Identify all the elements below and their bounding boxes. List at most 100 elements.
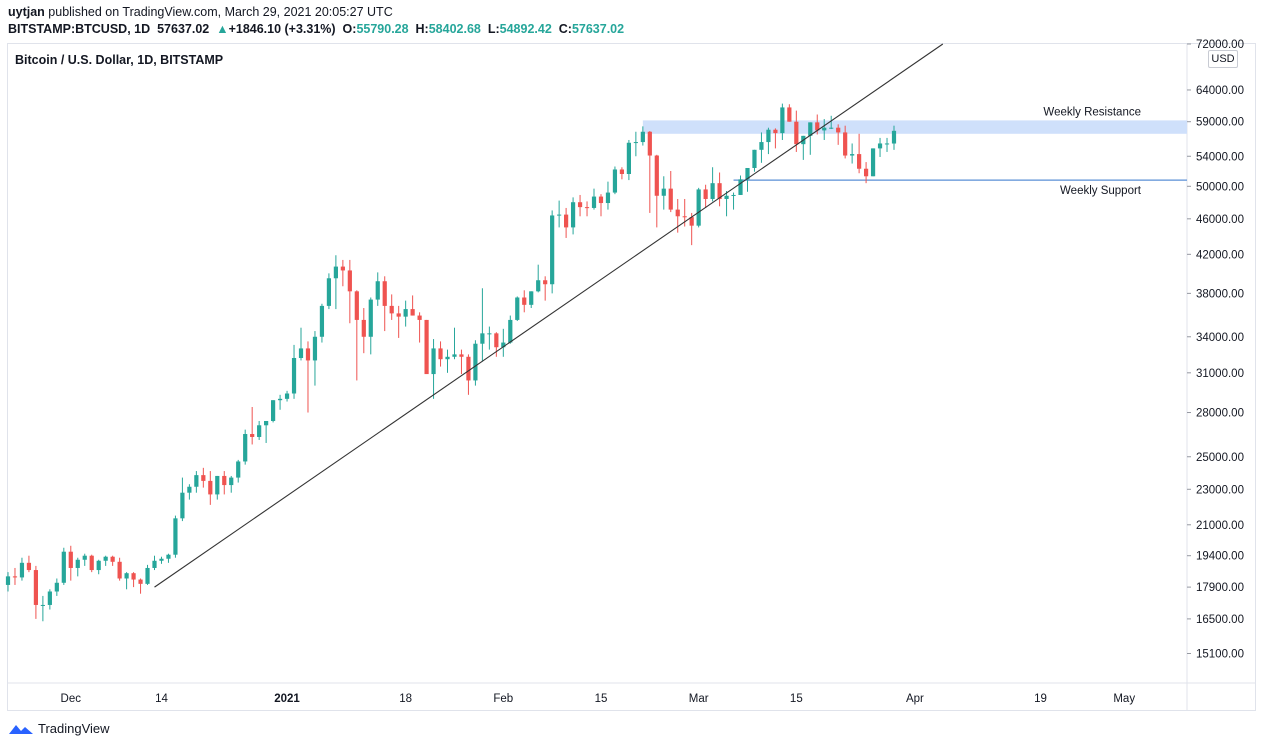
candle-body[interactable]	[752, 149, 757, 168]
candle-body[interactable]	[452, 354, 457, 357]
candle-body[interactable]	[326, 278, 332, 306]
candle-body[interactable]	[103, 556, 108, 561]
candle-body[interactable]	[131, 573, 136, 580]
candle-body[interactable]	[222, 475, 227, 486]
candle-body[interactable]	[145, 567, 150, 584]
candle-body[interactable]	[557, 214, 562, 216]
candle-body[interactable]	[759, 142, 764, 150]
candle-body[interactable]	[194, 475, 199, 487]
resistance-zone[interactable]	[642, 120, 1187, 134]
candle-body[interactable]	[361, 319, 366, 337]
candle-body[interactable]	[75, 559, 80, 568]
candle-body[interactable]	[319, 305, 325, 337]
candle-body[interactable]	[305, 348, 311, 361]
candle-body[interactable]	[738, 179, 743, 195]
candle-body[interactable]	[354, 291, 359, 320]
candle-body[interactable]	[668, 188, 673, 210]
candle-body[interactable]	[368, 299, 373, 337]
candle-body[interactable]	[138, 579, 143, 584]
candle-body[interactable]	[787, 107, 792, 122]
candle-body[interactable]	[633, 142, 638, 144]
candle-body[interactable]	[836, 127, 841, 133]
candle-body[interactable]	[410, 309, 415, 316]
candle-body[interactable]	[466, 356, 471, 381]
candle-body[interactable]	[696, 189, 701, 226]
footer-brand[interactable]: TradingView	[8, 721, 110, 736]
candle-body[interactable]	[117, 561, 122, 579]
candle-body[interactable]	[33, 570, 39, 605]
candle-body[interactable]	[243, 434, 248, 462]
candle-body[interactable]	[577, 202, 583, 208]
candle-body[interactable]	[815, 122, 820, 131]
candle-body[interactable]	[584, 207, 590, 209]
candle-body[interactable]	[173, 518, 178, 555]
candle-body[interactable]	[5, 576, 11, 585]
candle-body[interactable]	[570, 202, 576, 228]
candle-body[interactable]	[870, 148, 876, 177]
candle-body[interactable]	[850, 154, 855, 156]
candle-body[interactable]	[284, 393, 290, 399]
candle-body[interactable]	[724, 195, 729, 199]
candle-body[interactable]	[166, 554, 171, 559]
candle-body[interactable]	[626, 142, 631, 174]
candle-body[interactable]	[82, 555, 87, 560]
candle-body[interactable]	[647, 131, 652, 156]
candle-body[interactable]	[187, 486, 192, 493]
candle-body[interactable]	[877, 143, 883, 149]
candle-body[interactable]	[236, 461, 241, 478]
candle-body[interactable]	[543, 280, 548, 285]
candle-body[interactable]	[598, 196, 604, 204]
candle-body[interactable]	[40, 604, 45, 606]
candle-body[interactable]	[494, 333, 499, 348]
candle-body[interactable]	[564, 214, 569, 228]
candle-body[interactable]	[89, 555, 94, 571]
candle-body[interactable]	[110, 556, 115, 562]
candle-body[interactable]	[347, 270, 352, 292]
candle-body[interactable]	[480, 333, 485, 344]
candle-body[interactable]	[291, 357, 297, 394]
trendline[interactable]	[154, 43, 944, 588]
currency-badge[interactable]: USD	[1208, 50, 1238, 68]
candle-body[interactable]	[843, 132, 848, 156]
candle-body[interactable]	[208, 480, 213, 495]
candle-body[interactable]	[487, 333, 492, 335]
candle-body[interactable]	[459, 354, 464, 357]
candle-body[interactable]	[424, 319, 429, 375]
candle-body[interactable]	[271, 400, 276, 421]
candle-body[interactable]	[654, 155, 659, 196]
candle-body[interactable]	[54, 582, 59, 592]
candle-body[interactable]	[619, 169, 625, 174]
chart-frame[interactable]	[7, 43, 1256, 711]
candle-body[interactable]	[375, 281, 380, 300]
candle-body[interactable]	[808, 122, 813, 136]
candle-body[interactable]	[215, 475, 220, 495]
candle-body[interactable]	[19, 562, 25, 578]
candle-body[interactable]	[640, 131, 645, 143]
candle-body[interactable]	[522, 297, 527, 305]
candle-body[interactable]	[152, 560, 157, 568]
candle-body[interactable]	[277, 398, 283, 401]
candle-body[interactable]	[96, 560, 101, 571]
candle-body[interactable]	[731, 194, 736, 196]
candle-body[interactable]	[773, 129, 778, 134]
candle-body[interactable]	[891, 130, 897, 144]
candle-body[interactable]	[529, 291, 534, 305]
candle-body[interactable]	[26, 562, 32, 571]
candle-body[interactable]	[257, 425, 262, 437]
candle-body[interactable]	[745, 167, 750, 180]
candle-body[interactable]	[675, 209, 680, 217]
candle-body[interactable]	[264, 420, 269, 426]
candle-body[interactable]	[340, 266, 345, 271]
candle-body[interactable]	[229, 477, 234, 486]
candle-body[interactable]	[382, 281, 387, 306]
candle-body[interactable]	[794, 121, 799, 145]
candle-body[interactable]	[661, 188, 666, 196]
candle-body[interactable]	[250, 434, 255, 437]
candle-body[interactable]	[312, 336, 318, 361]
candle-body[interactable]	[298, 348, 304, 358]
candle-body[interactable]	[68, 551, 73, 568]
candle-body[interactable]	[431, 348, 436, 375]
candle-body[interactable]	[501, 342, 506, 348]
candle-body[interactable]	[766, 129, 771, 143]
